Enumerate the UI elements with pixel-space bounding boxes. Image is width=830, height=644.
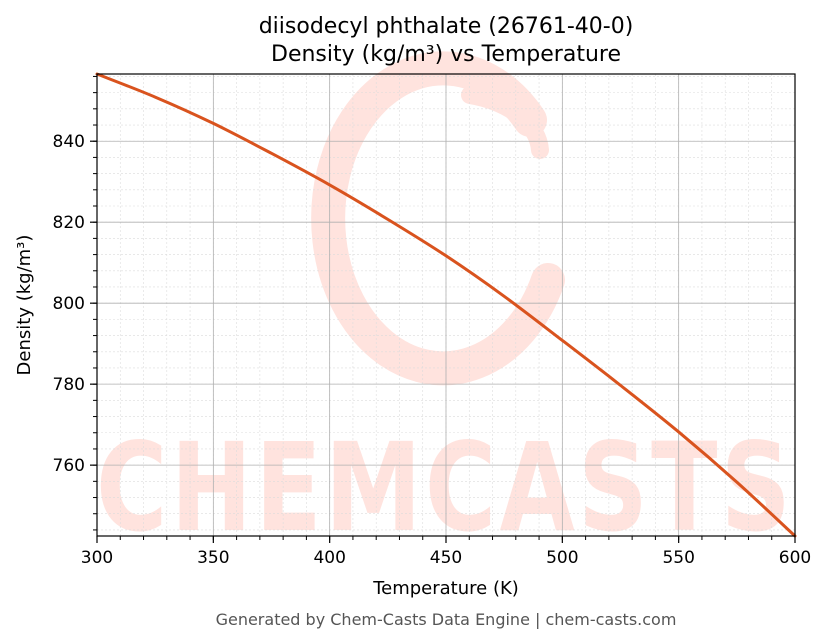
y-axis-label: Density (kg/m³) xyxy=(14,235,35,376)
x-axis-ticks: 300 350 400 450 500 550 600 xyxy=(81,536,811,568)
x-tick-label: 350 xyxy=(197,548,229,568)
x-tick-label: 500 xyxy=(546,548,578,568)
x-tick-label: 550 xyxy=(662,548,694,568)
series-line-density xyxy=(95,72,797,538)
y-tick-label: 760 xyxy=(53,456,85,476)
x-tick-label: 400 xyxy=(313,548,345,568)
footer-credit: Generated by Chem-Casts Data Engine | ch… xyxy=(216,610,677,629)
x-tick-label: 450 xyxy=(430,548,462,568)
y-tick-label: 820 xyxy=(53,213,85,233)
y-tick-label: 780 xyxy=(53,375,85,395)
watermark: CHEMCASTS xyxy=(96,51,794,559)
y-axis-ticks: 760 780 800 820 840 xyxy=(53,75,97,531)
x-axis-label: Temperature (K) xyxy=(372,578,519,599)
chart-title: diisodecyl phthalate (26761-40-0) xyxy=(259,14,634,39)
y-tick-label: 840 xyxy=(53,132,85,152)
watermark-logo-ring xyxy=(311,51,565,386)
x-tick-label: 300 xyxy=(81,548,113,568)
y-tick-label: 800 xyxy=(53,294,85,314)
chart-subtitle: Density (kg/m³) vs Temperature xyxy=(271,42,621,67)
x-tick-label: 600 xyxy=(779,548,811,568)
watermark-text: CHEMCASTS xyxy=(96,417,794,559)
